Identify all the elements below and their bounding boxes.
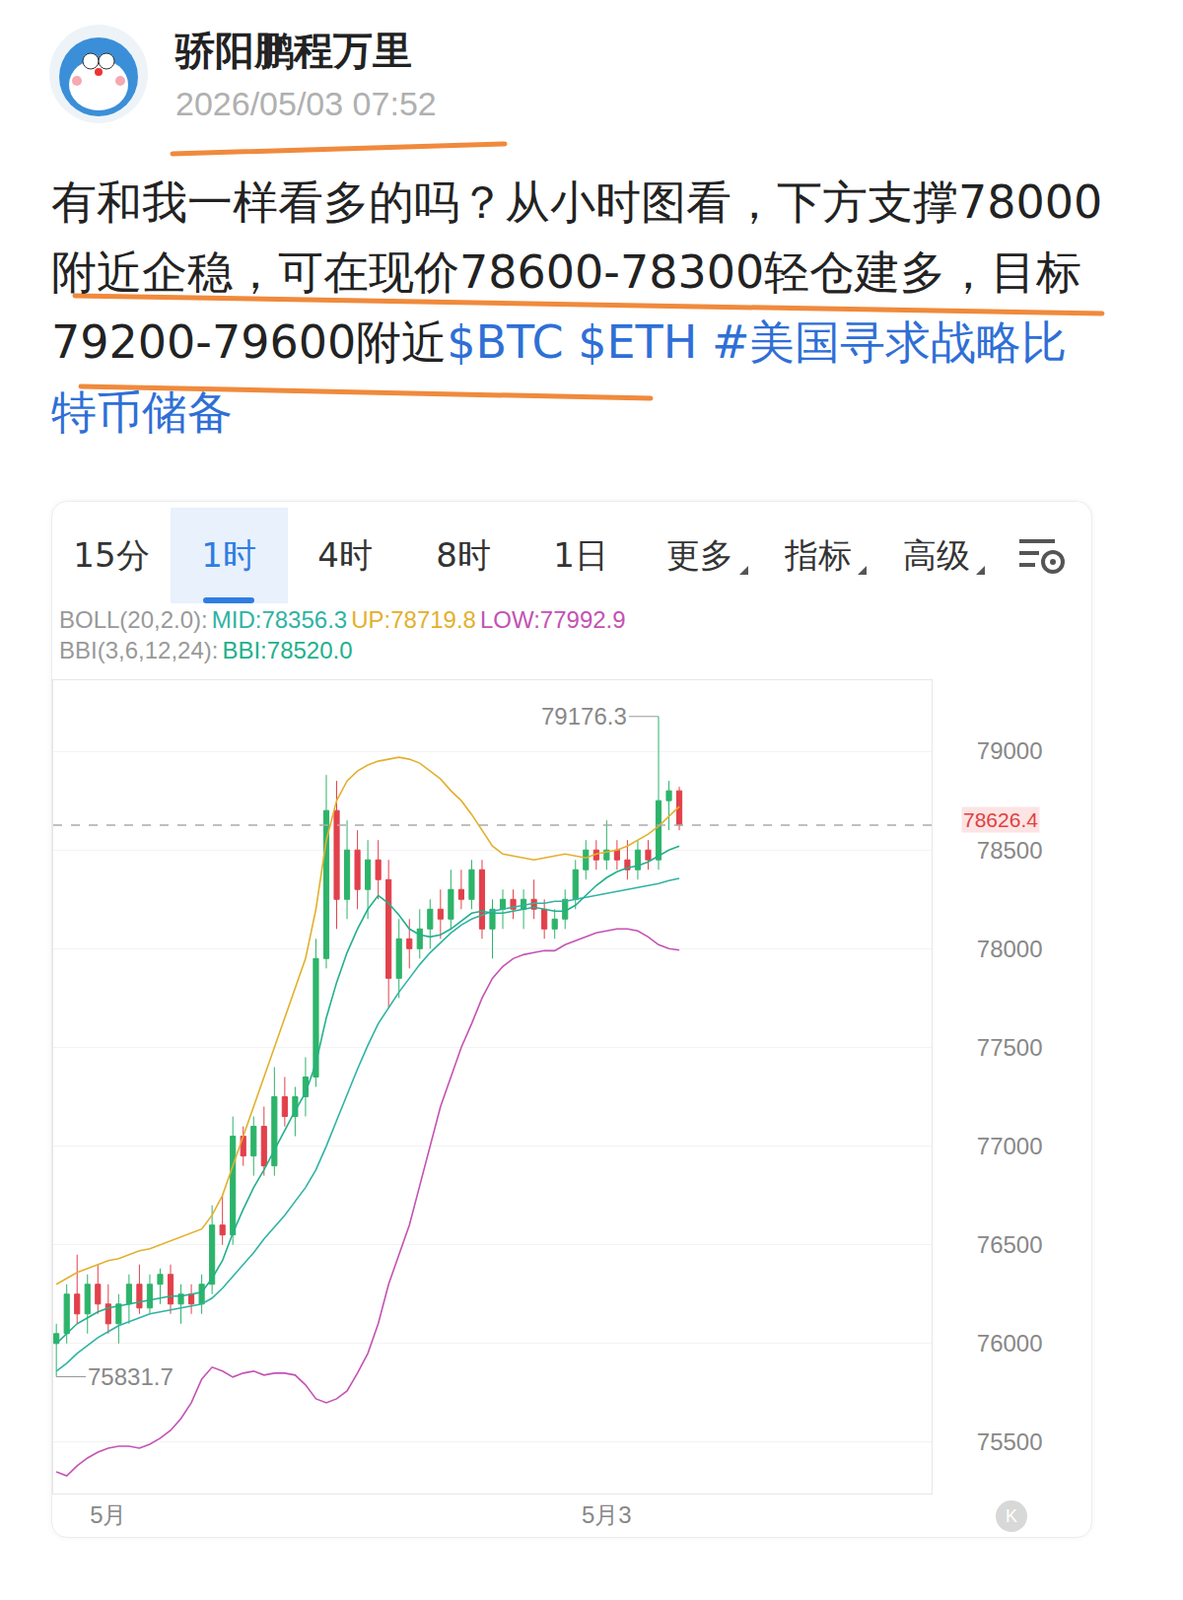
svg-text:5月3: 5月3 [581, 1501, 632, 1529]
svg-text:75500: 75500 [976, 1428, 1044, 1456]
svg-text:79000: 79000 [976, 737, 1044, 765]
html-text:BOLL(20,2.0): MID:78356.3 UP:7: BOLL(20,2.0): MID:78356.3 UP:78719.8 LOW… [59, 606, 626, 633]
html-text:指标: 指标 [784, 535, 852, 575]
svg-text:78626.4: 78626.4 [963, 808, 1039, 832]
html-text:有和我一样看多的吗？从小时图看，下方支撑78000附近企稳，: 有和我一样看多的吗？从小时图看，下方支撑78000附近企稳，可在现价78600-… [51, 175, 1103, 439]
svg-text:76500: 76500 [976, 1231, 1044, 1258]
svg-text:77000: 77000 [976, 1132, 1044, 1160]
html-text:1日: 1日 [553, 535, 609, 575]
html-text:4时: 4时 [317, 535, 373, 575]
svg-text:5月: 5月 [89, 1501, 127, 1529]
html-text:2026/05/03 07:52: 2026/05/03 07:52 [175, 84, 437, 123]
html-text:BBI(3,6,12,24): BBI:78520.0: BBI(3,6,12,24): BBI:78520.0 [59, 636, 353, 664]
svg-text:75831.7: 75831.7 [87, 1363, 174, 1391]
svg-text:78000: 78000 [976, 935, 1044, 963]
html-text:更多: 更多 [666, 535, 734, 575]
html-text:骄阳鹏程万里: 骄阳鹏程万里 [175, 27, 413, 73]
html-text:8时: 8时 [435, 535, 491, 575]
html-text:高级: 高级 [903, 535, 971, 575]
svg-text:78500: 78500 [976, 836, 1044, 864]
svg-text:76000: 76000 [976, 1329, 1044, 1357]
svg-text:79176.3: 79176.3 [541, 702, 627, 730]
html-text:1时: 1时 [201, 535, 257, 575]
svg-text:77500: 77500 [976, 1034, 1044, 1061]
html-text:K: K [1005, 1506, 1018, 1527]
html-text:15分: 15分 [73, 535, 150, 575]
